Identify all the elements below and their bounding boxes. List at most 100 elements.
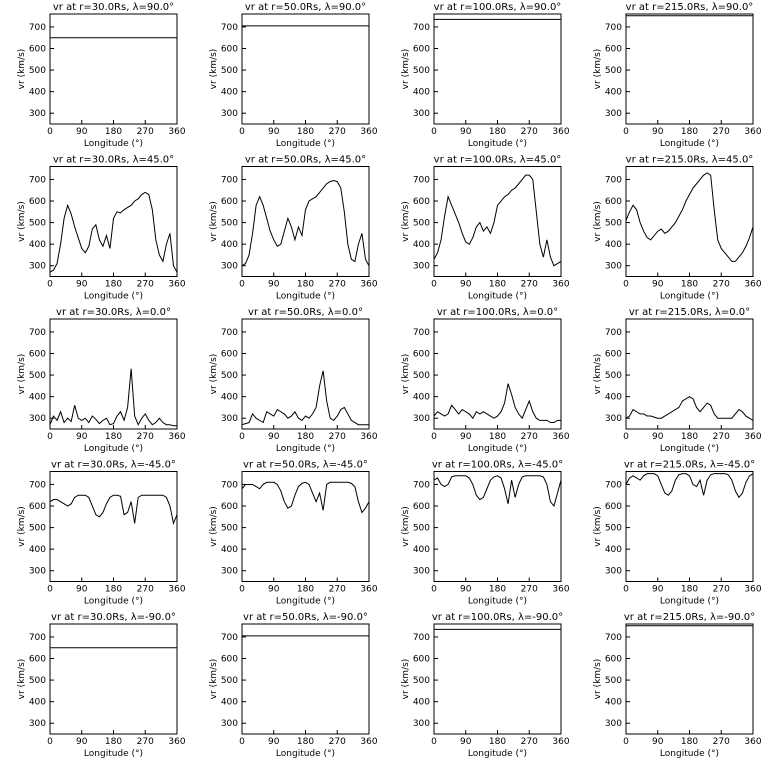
chart-title: vr at r=100.0Rs, λ=90.0° xyxy=(434,2,562,13)
x-tick-label: 270 xyxy=(329,127,346,137)
y-tick-label: 600 xyxy=(221,655,238,665)
y-tick-label: 500 xyxy=(29,676,46,686)
y-tick-label: 400 xyxy=(221,698,238,708)
x-axis-label: Longitude (°) xyxy=(84,292,143,302)
y-tick-label: 500 xyxy=(413,524,430,534)
plot-frame xyxy=(433,471,562,582)
y-tick-label: 500 xyxy=(221,371,238,381)
y-tick-label: 700 xyxy=(413,480,430,490)
y-tick-label: 300 xyxy=(29,262,46,272)
chart-title: vr at r=100.0Rs, λ=-45.0° xyxy=(432,460,563,471)
data-line xyxy=(49,494,178,525)
chart-title: vr at r=50.0Rs, λ=45.0° xyxy=(245,155,366,166)
x-axis-label: Longitude (°) xyxy=(276,597,335,607)
data-line xyxy=(625,473,754,499)
x-tick-label: 180 xyxy=(297,280,314,290)
x-tick-label: 270 xyxy=(521,585,538,595)
y-tick-label: 300 xyxy=(605,567,622,577)
chart-title: vr at r=30.0Rs, λ=90.0° xyxy=(53,2,174,13)
data-line xyxy=(625,172,754,262)
x-tick-label: 270 xyxy=(521,432,538,442)
y-tick-label: 400 xyxy=(605,240,622,250)
x-tick-label: 0 xyxy=(239,432,245,442)
x-tick-label: 90 xyxy=(652,585,664,595)
x-tick-label: 270 xyxy=(137,585,154,595)
chart-title: vr at r=100.0Rs, λ=0.0° xyxy=(437,307,558,318)
x-tick-label: 360 xyxy=(360,432,377,442)
data-line xyxy=(433,174,562,267)
plot-frame xyxy=(625,13,754,125)
y-axis-label: vr (km/s) xyxy=(17,354,27,395)
x-tick-label: 90 xyxy=(460,127,472,137)
y-tick-label: 600 xyxy=(29,45,46,55)
y-tick-label: 600 xyxy=(29,197,46,207)
y-tick-label: 400 xyxy=(29,88,46,98)
y-tick-label: 700 xyxy=(29,633,46,643)
x-tick-label: 90 xyxy=(460,432,472,442)
y-axis-label: vr (km/s) xyxy=(593,659,603,700)
plot-frame xyxy=(433,623,562,735)
chart-title: vr at r=100.0Rs, λ=45.0° xyxy=(434,155,562,166)
chart-title: vr at r=50.0Rs, λ=-90.0° xyxy=(243,612,368,623)
y-tick-label: 600 xyxy=(221,502,238,512)
x-tick-label: 360 xyxy=(168,280,185,290)
y-tick-label: 300 xyxy=(413,109,430,119)
plot-frame xyxy=(49,471,178,582)
chart-title: vr at r=100.0Rs, λ=-90.0° xyxy=(432,612,563,623)
x-tick-label: 180 xyxy=(489,432,506,442)
data-line xyxy=(241,370,369,426)
y-tick-label: 400 xyxy=(605,698,622,708)
y-tick-label: 500 xyxy=(221,524,238,534)
y-tick-label: 700 xyxy=(605,328,622,338)
chart-title: vr at r=215.0Rs, λ=-90.0° xyxy=(624,612,755,623)
y-tick-label: 300 xyxy=(221,567,238,577)
x-axis-label: Longitude (°) xyxy=(84,749,143,759)
x-tick-label: 360 xyxy=(360,280,377,290)
chart-title: vr at r=215.0Rs, λ=90.0° xyxy=(626,2,754,13)
y-tick-label: 300 xyxy=(413,567,430,577)
plot-frame xyxy=(433,318,562,430)
y-tick-label: 400 xyxy=(29,545,46,555)
x-tick-label: 360 xyxy=(168,585,185,595)
plot-frame xyxy=(241,318,370,430)
y-tick-label: 600 xyxy=(413,502,430,512)
y-tick-label: 300 xyxy=(221,719,238,729)
y-axis-label: vr (km/s) xyxy=(17,49,27,90)
x-tick-label: 90 xyxy=(460,737,472,747)
x-tick-label: 180 xyxy=(489,585,506,595)
data-line xyxy=(433,475,562,508)
x-tick-label: 180 xyxy=(489,280,506,290)
x-tick-label: 360 xyxy=(552,432,569,442)
y-tick-label: 300 xyxy=(29,719,46,729)
plot-frame xyxy=(49,13,178,125)
x-tick-label: 360 xyxy=(744,737,761,747)
x-tick-label: 270 xyxy=(329,737,346,747)
y-axis-label: vr (km/s) xyxy=(209,201,219,242)
x-tick-label: 90 xyxy=(76,585,88,595)
y-tick-label: 500 xyxy=(29,219,46,229)
x-axis-label: Longitude (°) xyxy=(660,292,719,302)
x-axis-label: Longitude (°) xyxy=(660,444,719,454)
y-axis-label: vr (km/s) xyxy=(593,49,603,90)
x-tick-label: 90 xyxy=(76,127,88,137)
x-tick-label: 0 xyxy=(431,432,437,442)
y-tick-label: 700 xyxy=(605,175,622,185)
chart-title: vr at r=30.0Rs, λ=0.0° xyxy=(56,307,171,318)
y-tick-label: 500 xyxy=(221,66,238,76)
x-tick-label: 360 xyxy=(360,737,377,747)
x-tick-label: 0 xyxy=(47,280,53,290)
chart-title: vr at r=215.0Rs, λ=0.0° xyxy=(629,307,750,318)
y-axis-label: vr (km/s) xyxy=(401,49,411,90)
chart-title: vr at r=30.0Rs, λ=45.0° xyxy=(53,155,174,166)
plot-frame xyxy=(49,318,178,430)
y-tick-label: 700 xyxy=(605,480,622,490)
x-tick-label: 360 xyxy=(744,585,761,595)
y-tick-label: 300 xyxy=(413,262,430,272)
x-axis-label: Longitude (°) xyxy=(468,292,527,302)
x-tick-label: 0 xyxy=(239,737,245,747)
data-line xyxy=(49,368,177,427)
plot-frame xyxy=(625,318,754,430)
x-tick-label: 90 xyxy=(268,737,280,747)
y-tick-label: 400 xyxy=(413,88,430,98)
